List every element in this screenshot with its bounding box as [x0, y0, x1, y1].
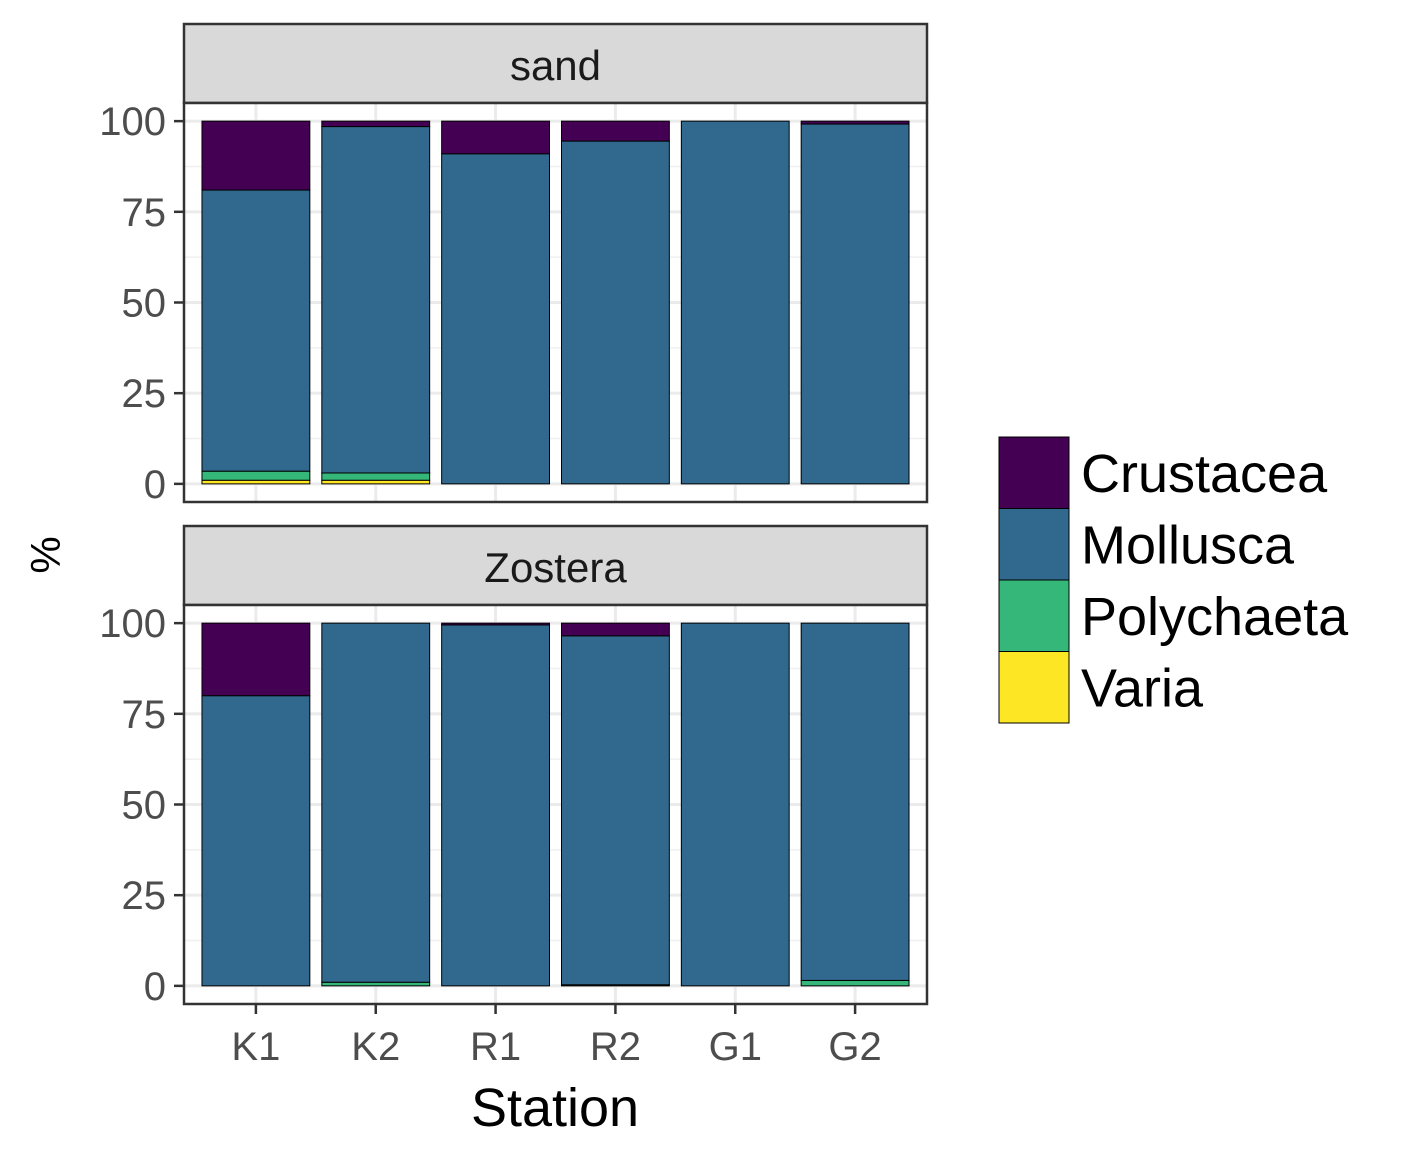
legend-label: Varia	[1081, 659, 1204, 719]
y-tick-label: 25	[122, 874, 167, 918]
legend: Crustacea Mollusca Polychaeta Varia	[998, 436, 1349, 724]
y-tick-label: 50	[122, 784, 167, 828]
facet-strip	[182, 524, 929, 607]
legend-label: Polychaeta	[1081, 587, 1349, 647]
legend-key	[998, 508, 1070, 581]
bar-polychaeta-g2	[800, 979, 910, 987]
bar-mollusca-g2	[800, 622, 910, 981]
facet-panel-1: Zostera	[182, 524, 929, 1006]
x-tick-label: K1	[231, 1025, 280, 1069]
legend-key	[998, 579, 1070, 652]
y-tick-label: 25	[122, 372, 167, 416]
bar-mollusca-r2	[560, 140, 670, 485]
bar-varia-k2	[321, 479, 431, 485]
y-tick-label: 50	[122, 282, 167, 326]
facet-strip-label: Zostera	[484, 544, 627, 591]
y-tick-label: 75	[122, 191, 167, 235]
x-axis-title: Station	[471, 1078, 639, 1138]
bar-mollusca-g1	[680, 120, 790, 485]
bar-mollusca-r2	[560, 635, 670, 986]
bar-crustacea-r1	[441, 120, 551, 155]
bar-mollusca-r1	[441, 153, 551, 485]
bar-polychaeta-k2	[321, 472, 431, 481]
legend-label: Mollusca	[1081, 516, 1295, 576]
bar-crustacea-r2	[560, 120, 670, 142]
axes: 0 25 50 75 100 0 25 50 75 100 K1 K2 R1 R2 G1 G2	[99, 100, 882, 1069]
x-tick-label: G1	[709, 1025, 762, 1069]
bar-mollusca-k1	[201, 695, 311, 987]
bar-mollusca-k2	[321, 126, 431, 474]
facet-panels: sand Zostera	[182, 22, 929, 1006]
bar-polychaeta-k1	[201, 470, 311, 481]
x-tick-label: R2	[590, 1025, 641, 1069]
y-tick-label: 100	[99, 100, 166, 144]
bar-varia-k1	[201, 479, 311, 485]
facet-strip-label: sand	[510, 42, 601, 89]
bar-crustacea-r1	[441, 622, 551, 626]
y-tick-label: 75	[122, 693, 167, 737]
y-tick-label: 0	[144, 463, 166, 507]
legend-item-crustacea: Crustacea	[998, 436, 1328, 509]
bar-mollusca-r1	[441, 624, 551, 987]
bars	[201, 622, 910, 987]
facet-strip	[182, 22, 929, 105]
legend-key	[998, 436, 1070, 509]
x-tick-label: K2	[351, 1025, 400, 1069]
bar-mollusca-g2	[800, 123, 910, 485]
legend-item-varia: Varia	[998, 651, 1204, 724]
x-tick-label: R1	[470, 1025, 521, 1069]
legend-key	[998, 651, 1070, 724]
bar-mollusca-k1	[201, 189, 311, 472]
x-tick-label: G2	[828, 1025, 881, 1069]
bar-crustacea-k2	[321, 120, 431, 128]
bar-crustacea-k1	[201, 622, 311, 697]
facet-panel-0: sand	[182, 22, 929, 504]
bar-mollusca-k2	[321, 622, 431, 983]
legend-label: Crustacea	[1081, 444, 1328, 504]
y-tick-label: 100	[99, 602, 166, 646]
legend-item-mollusca: Mollusca	[998, 508, 1295, 581]
legend-item-polychaeta: Polychaeta	[998, 579, 1349, 652]
bar-crustacea-g2	[800, 120, 910, 125]
y-tick-label: 0	[144, 965, 166, 1009]
bar-mollusca-g1	[680, 622, 790, 987]
bar-polychaeta-k2	[321, 981, 431, 987]
bar-crustacea-r2	[560, 622, 670, 637]
bar-crustacea-k1	[201, 120, 311, 191]
y-axis-title: %	[22, 536, 69, 573]
bars	[201, 120, 910, 485]
